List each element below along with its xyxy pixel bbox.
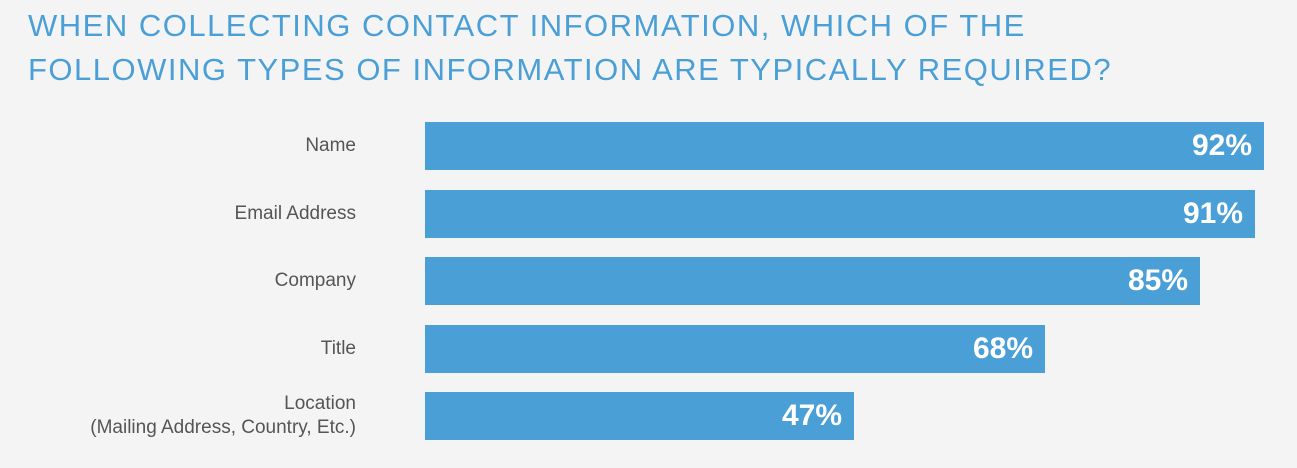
category-label: Title <box>321 337 356 361</box>
category-label: Email Address <box>235 202 356 226</box>
bar-value-label: 85% <box>1127 264 1188 297</box>
category-label: Company <box>275 269 356 293</box>
chart-title-line-1: WHEN COLLECTING CONTACT INFORMATION, WHI… <box>28 8 1026 43</box>
category-label-line: (Mailing Address, Country, Etc.) <box>90 417 356 438</box>
category-label-line: Email Address <box>234 203 356 224</box>
bar: 68% <box>425 325 1045 373</box>
bar: 92% <box>425 122 1264 170</box>
category-label: Location (Mailing Address, Country, Etc.) <box>90 392 356 440</box>
chart-title: WHEN COLLECTING CONTACT INFORMATION, WHI… <box>28 4 1268 92</box>
category-label-line: Company <box>274 270 356 291</box>
category-label-line: Name <box>305 135 356 156</box>
bar-value-label: 68% <box>972 332 1033 365</box>
category-label-line: Location <box>284 393 356 414</box>
bar-value-label: 47% <box>781 399 842 432</box>
bar-value-label: 91% <box>1182 197 1243 230</box>
chart-title-line-2: FOLLOWING TYPES OF INFORMATION ARE TYPIC… <box>28 52 1113 87</box>
bar: 47% <box>425 392 854 440</box>
bar-value-label: 92% <box>1191 129 1252 162</box>
category-label: Name <box>305 134 356 158</box>
category-label-line: Title <box>320 338 356 359</box>
bar: 85% <box>425 257 1200 305</box>
bar: 91% <box>425 190 1255 238</box>
